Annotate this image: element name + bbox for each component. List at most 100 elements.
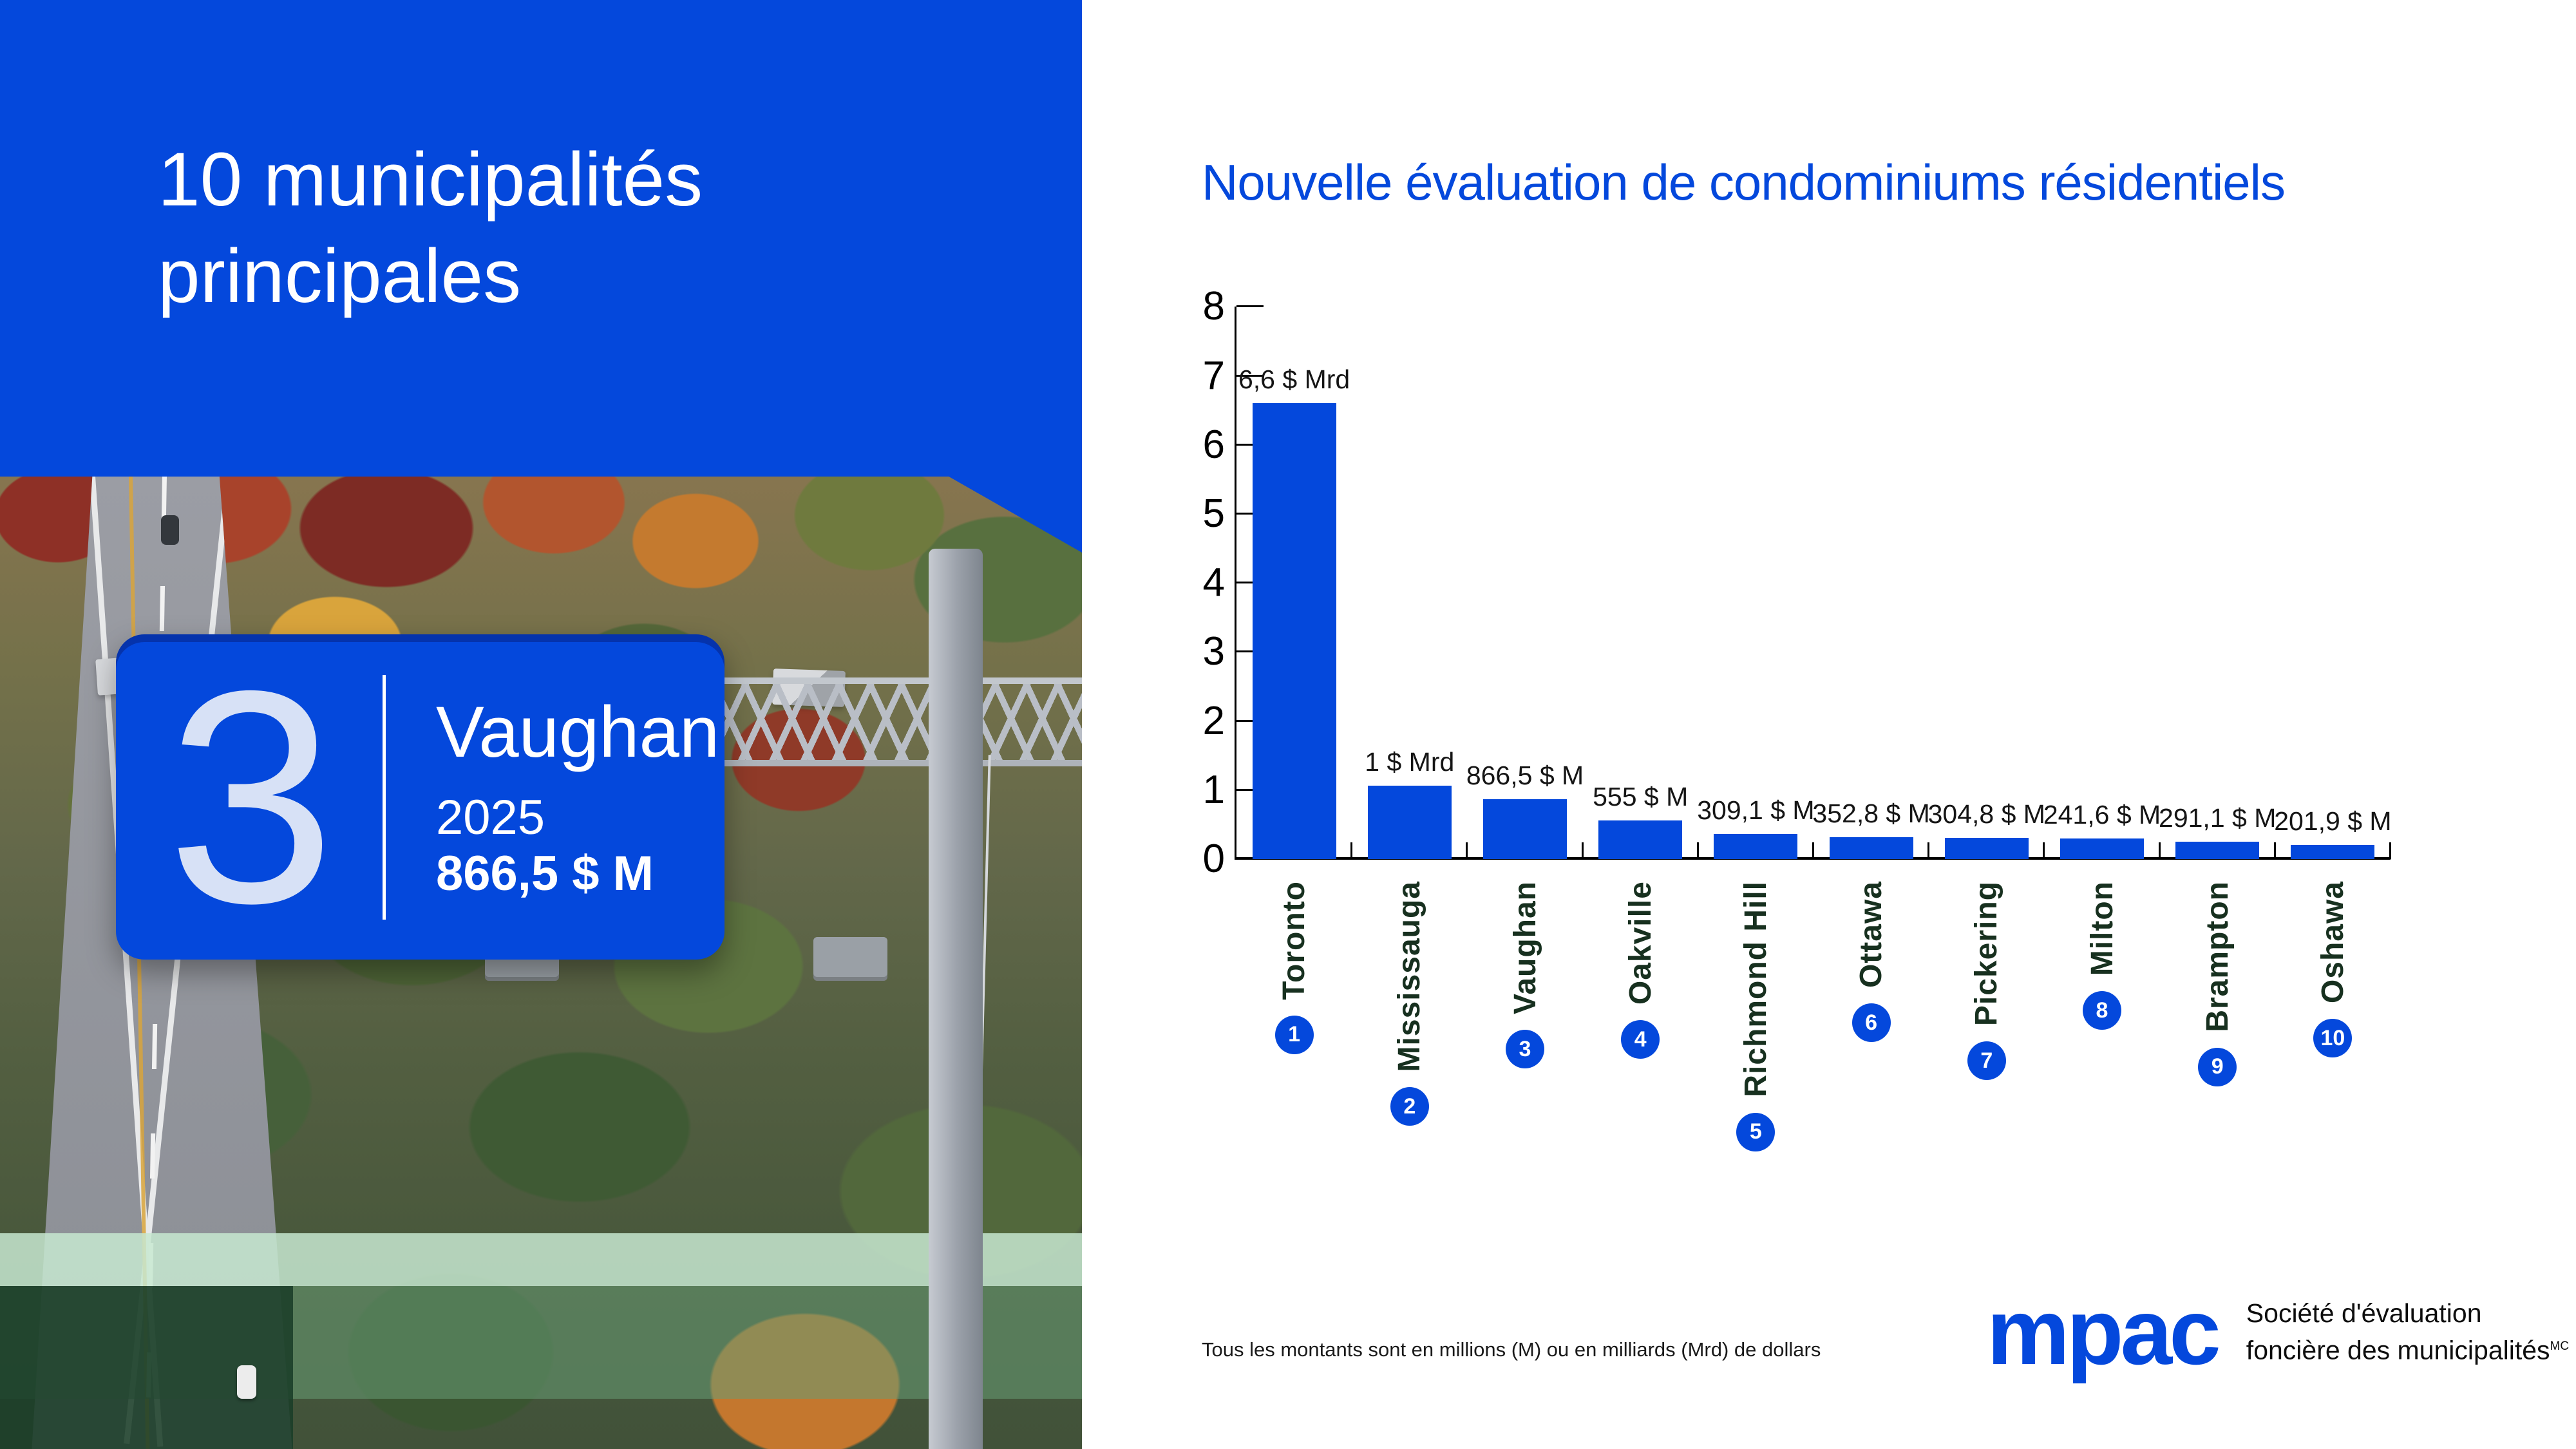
y-axis-tick-label: 8 (1202, 284, 1225, 329)
y-axis-tick (1236, 719, 1264, 722)
bar-value-label: 309,1 $ M (1697, 795, 1815, 826)
car (237, 1365, 256, 1399)
x-axis-tick (1581, 842, 1584, 859)
bar-value-label: 352,8 $ M (1812, 798, 1930, 828)
category-label-vaughan: Vaughan (1508, 881, 1542, 1015)
card-amount: 866,5 $ M (436, 846, 654, 902)
category-label-milton: Milton (2085, 881, 2119, 976)
x-axis-tick (1927, 842, 1930, 859)
x-axis-tick (1466, 842, 1468, 859)
category-column: Oakville 4 (1579, 881, 1701, 1059)
bar-oakville (1598, 820, 1683, 859)
x-axis-tick (2158, 842, 2161, 859)
y-axis-line (1235, 307, 1236, 859)
bar-value-label: 866,5 $ M (1466, 760, 1584, 790)
y-axis-tick-label: 0 (1202, 837, 1225, 881)
chart-title: Nouvelle évaluation de condominiums rési… (1202, 154, 2286, 211)
bar-pickering (1944, 838, 2029, 859)
bar-value-label: 241,6 $ M (2043, 800, 2161, 830)
category-label-brampton: Brampton (2200, 881, 2235, 1032)
footer-logo: mpac Société d'évaluation foncière des m… (1987, 1280, 2569, 1384)
rank-number: 3 (167, 627, 336, 966)
header-panel: 10 municipalités principales (0, 0, 1082, 553)
bar-value-label: 555 $ M (1593, 781, 1689, 811)
bar-oshawa (2291, 845, 2375, 859)
gantry-pole (929, 549, 983, 1449)
chart-footnote: Tous les montants sont en millions (M) o… (1202, 1338, 1821, 1361)
logo-tagline-line1: Société d'évaluation (2246, 1298, 2482, 1329)
bar-milton (2060, 838, 2144, 859)
x-axis-tick (1350, 842, 1353, 859)
category-column: Brampton 9 (2156, 881, 2278, 1086)
trademark-mark: MC (2550, 1340, 2570, 1354)
bar-toronto (1252, 403, 1336, 859)
category-label-oshawa: Oshawa (2315, 881, 2350, 1004)
highway-sign-back (813, 937, 887, 981)
logo-tagline: Société d'évaluation foncière des munici… (2246, 1296, 2569, 1367)
rank-badge-4: 4 (1621, 1020, 1660, 1059)
category-column: Vaughan 3 (1464, 881, 1586, 1069)
card-municipality: Vaughan (436, 691, 720, 772)
rank-badge-7: 7 (1967, 1041, 2006, 1081)
y-axis-tick-label: 3 (1202, 629, 1225, 674)
bar-value-label: 1 $ Mrd (1365, 747, 1455, 777)
rank-badge-6: 6 (1852, 1003, 1891, 1043)
aerial-photo (0, 477, 1082, 1449)
rank-badge-3: 3 (1506, 1030, 1544, 1069)
x-axis-tick (2043, 842, 2045, 859)
category-column: Toronto 1 (1233, 881, 1356, 1054)
category-label-richmond-hill: Richmond Hill (1738, 881, 1773, 1097)
category-label-toronto: Toronto (1277, 881, 1312, 1000)
category-label-ottawa: Ottawa (1854, 881, 1889, 989)
card-text: Vaughan 2025 866,5 $ M (436, 692, 719, 902)
bar-ottawa (1829, 837, 1913, 859)
y-axis-tick (1236, 513, 1264, 515)
rank-badge-2: 2 (1390, 1087, 1429, 1126)
card-divider (383, 674, 386, 920)
x-axis-line (1235, 857, 2391, 860)
mpac-logo: mpac (1987, 1280, 2221, 1384)
y-axis-tick-label: 4 (1202, 560, 1225, 605)
car (161, 515, 179, 545)
y-axis-tick (1236, 650, 1264, 653)
y-axis-tick (1236, 374, 1264, 377)
category-column: Milton 8 (2041, 881, 2163, 1030)
y-axis-tick-label: 1 (1202, 767, 1225, 812)
x-axis-tick (2389, 842, 2391, 859)
overlay-band-light (0, 1233, 1082, 1286)
x-axis-tick (1812, 842, 1814, 859)
bar-richmond-hill (1714, 834, 1798, 859)
y-axis-tick (1236, 305, 1264, 308)
bar-brampton (2175, 842, 2260, 859)
rank-badge-10: 10 (2313, 1019, 2353, 1058)
bar-value-label: 291,1 $ M (2159, 803, 2277, 833)
category-column: Mississauga 2 (1349, 881, 1471, 1126)
bar-vaughan (1483, 799, 1567, 859)
rank-badge-8: 8 (2083, 991, 2121, 1030)
y-axis-tick (1236, 443, 1264, 446)
y-axis-tick-label: 2 (1202, 698, 1225, 743)
y-axis-tick (1236, 788, 1264, 791)
bar-mississauga (1367, 786, 1452, 859)
y-axis-tick-label: 7 (1202, 353, 1225, 398)
page-title-line1: 10 municipalités (158, 137, 703, 222)
category-label-oakville: Oakville (1623, 881, 1658, 1005)
category-label-mississauga: Mississauga (1392, 881, 1427, 1072)
sign-gantry-truss (721, 677, 1082, 766)
card-year: 2025 (436, 790, 545, 845)
category-column: Richmond Hill 5 (1694, 881, 1817, 1151)
bar-value-label: 6,6 $ Mrd (1238, 365, 1350, 395)
page-title-line2: principales (158, 233, 522, 319)
y-axis-tick-label: 5 (1202, 491, 1225, 536)
rank-badge-9: 9 (2198, 1047, 2237, 1086)
bar-value-label: 201,9 $ M (2274, 806, 2392, 837)
rank-badge-1: 1 (1274, 1015, 1314, 1054)
category-column: Oshawa 10 (2271, 881, 2394, 1058)
category-label-pickering: Pickering (1969, 881, 2004, 1027)
rank-card: 3 Vaughan 2025 866,5 $ M (116, 634, 724, 960)
logo-tagline-line2: foncière des municipalités (2246, 1335, 2550, 1365)
page-title: 10 municipalités principales (158, 132, 703, 325)
y-axis-tick-label: 6 (1202, 422, 1225, 467)
x-axis-tick (1696, 842, 1699, 859)
